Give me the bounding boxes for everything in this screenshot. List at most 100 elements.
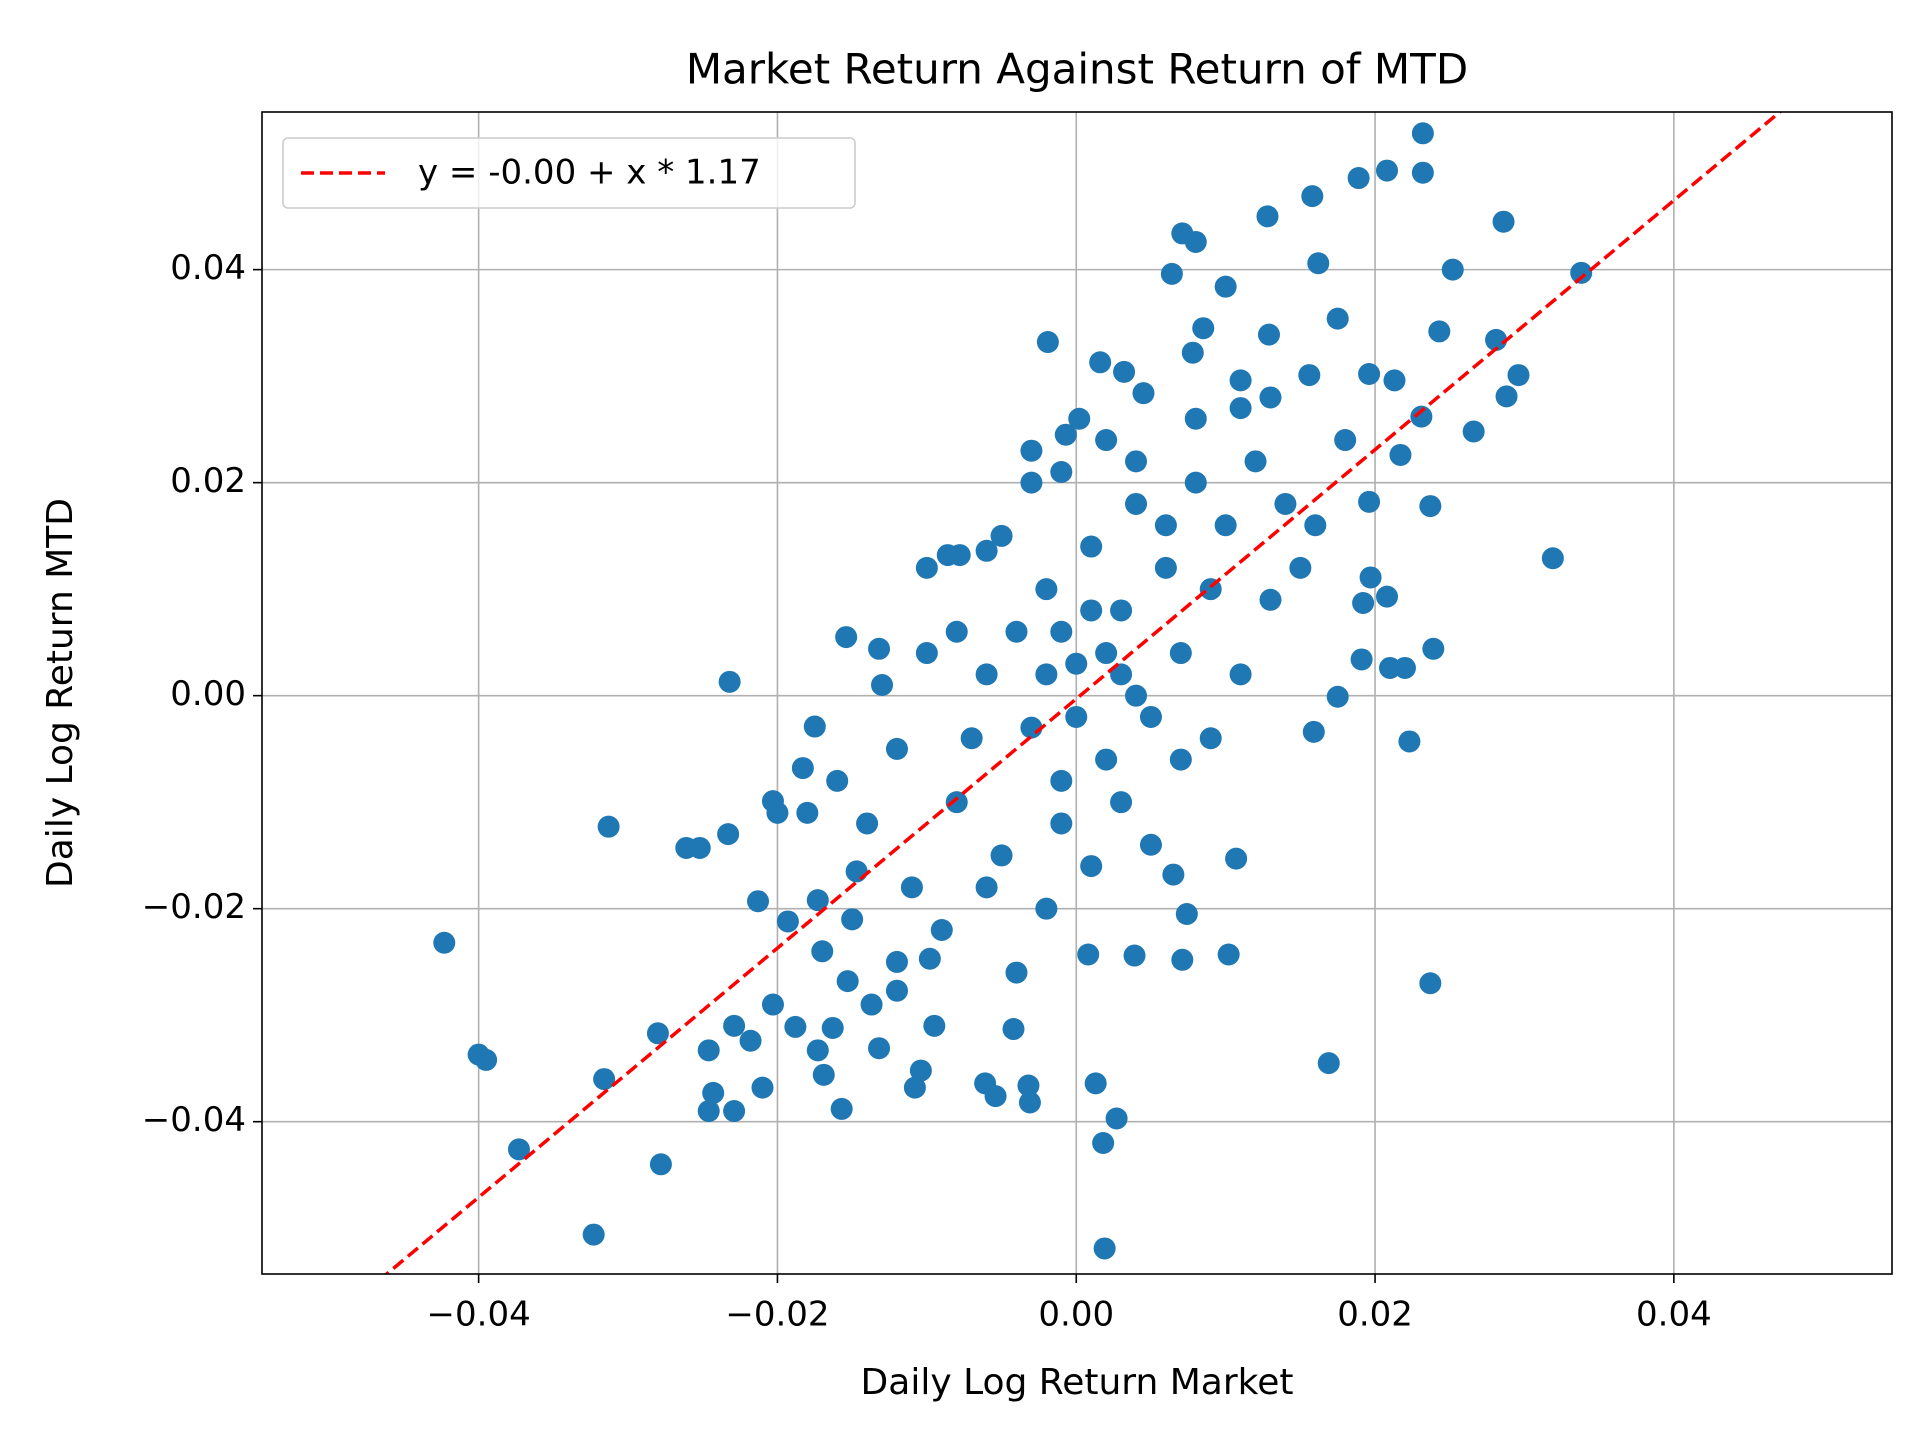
- point: [812, 1063, 835, 1086]
- point: [1110, 599, 1133, 622]
- point: [845, 860, 868, 883]
- point: [1383, 369, 1406, 392]
- point: [597, 815, 620, 838]
- point: [1244, 450, 1267, 473]
- point: [1181, 341, 1204, 364]
- ticks: −0.04 −0.02 0.00 0.02 0.04 −0.04 −0.02 0.00 0.02…: [142, 248, 1712, 1334]
- point: [1410, 405, 1433, 428]
- point: [791, 757, 814, 780]
- point: [1419, 495, 1442, 518]
- point: [1462, 420, 1485, 443]
- point: [1441, 258, 1464, 281]
- point: [835, 626, 858, 649]
- point: [915, 642, 938, 665]
- point: [433, 931, 456, 954]
- point: [475, 1048, 498, 1071]
- point: [1113, 360, 1136, 383]
- point: [1229, 663, 1252, 686]
- point: [1570, 261, 1593, 284]
- x-tick-label: 0.00: [1038, 1295, 1114, 1335]
- point: [803, 715, 826, 738]
- point: [1317, 1052, 1340, 1075]
- point: [830, 1097, 853, 1120]
- point: [841, 908, 864, 931]
- x-tick-label: 0.04: [1636, 1295, 1712, 1335]
- x-tick-label: −0.02: [725, 1295, 829, 1335]
- point: [1352, 592, 1375, 615]
- point: [900, 876, 923, 899]
- point: [1507, 364, 1530, 387]
- point: [1139, 705, 1162, 728]
- regression-line: [383, 112, 1783, 1274]
- point: [1005, 961, 1028, 984]
- point: [1419, 972, 1442, 995]
- point: [930, 918, 953, 941]
- point: [796, 801, 819, 824]
- y-tick-label: 0.04: [170, 248, 246, 288]
- point: [1492, 210, 1515, 233]
- point: [1002, 1018, 1025, 1041]
- point: [1125, 450, 1148, 473]
- point: [1184, 471, 1207, 494]
- point: [1259, 386, 1282, 409]
- point: [1304, 514, 1327, 537]
- point: [1080, 535, 1103, 558]
- point: [1326, 307, 1349, 330]
- point: [915, 556, 938, 579]
- point: [1274, 492, 1297, 515]
- point: [1393, 656, 1416, 679]
- point: [1132, 382, 1155, 405]
- point: [1347, 167, 1370, 190]
- point: [702, 1081, 725, 1104]
- point: [1175, 903, 1198, 926]
- x-tick-label: −0.04: [427, 1295, 531, 1335]
- point: [1350, 648, 1373, 671]
- point: [1125, 684, 1148, 707]
- point: [945, 791, 968, 814]
- point: [990, 844, 1013, 867]
- point: [984, 1085, 1007, 1108]
- point: [1005, 620, 1028, 643]
- point: [948, 544, 971, 567]
- point: [1065, 652, 1088, 675]
- point: [1125, 492, 1148, 515]
- point: [1422, 637, 1445, 660]
- x-axis-label: Daily Log Return Market: [861, 1362, 1294, 1403]
- point: [718, 670, 741, 693]
- y-tick-label: −0.02: [142, 887, 246, 927]
- point: [593, 1068, 616, 1091]
- point: [1326, 685, 1349, 708]
- point: [1184, 407, 1207, 430]
- point: [856, 812, 879, 835]
- point: [826, 769, 849, 792]
- point: [1217, 943, 1240, 966]
- point: [766, 801, 789, 824]
- point: [1169, 748, 1192, 771]
- point: [1068, 407, 1091, 430]
- point: [821, 1016, 844, 1039]
- y-tick-label: −0.04: [142, 1100, 246, 1140]
- point: [1298, 364, 1321, 387]
- point: [739, 1029, 762, 1052]
- point: [836, 970, 859, 993]
- point: [1093, 1237, 1116, 1260]
- point: [1018, 1091, 1041, 1114]
- point: [1302, 720, 1325, 743]
- point: [1095, 429, 1118, 452]
- point: [1411, 122, 1434, 145]
- point: [1257, 323, 1280, 346]
- point: [1162, 863, 1185, 886]
- point: [1035, 578, 1058, 601]
- chart-title: Market Return Against Return of MTD: [686, 45, 1468, 94]
- point: [507, 1138, 530, 1161]
- point: [1334, 429, 1357, 452]
- point: [1095, 748, 1118, 771]
- point: [903, 1076, 926, 1099]
- point: [1214, 514, 1237, 537]
- point: [1214, 275, 1237, 298]
- y-tick-label: 0.00: [170, 674, 246, 714]
- point: [1017, 1074, 1040, 1097]
